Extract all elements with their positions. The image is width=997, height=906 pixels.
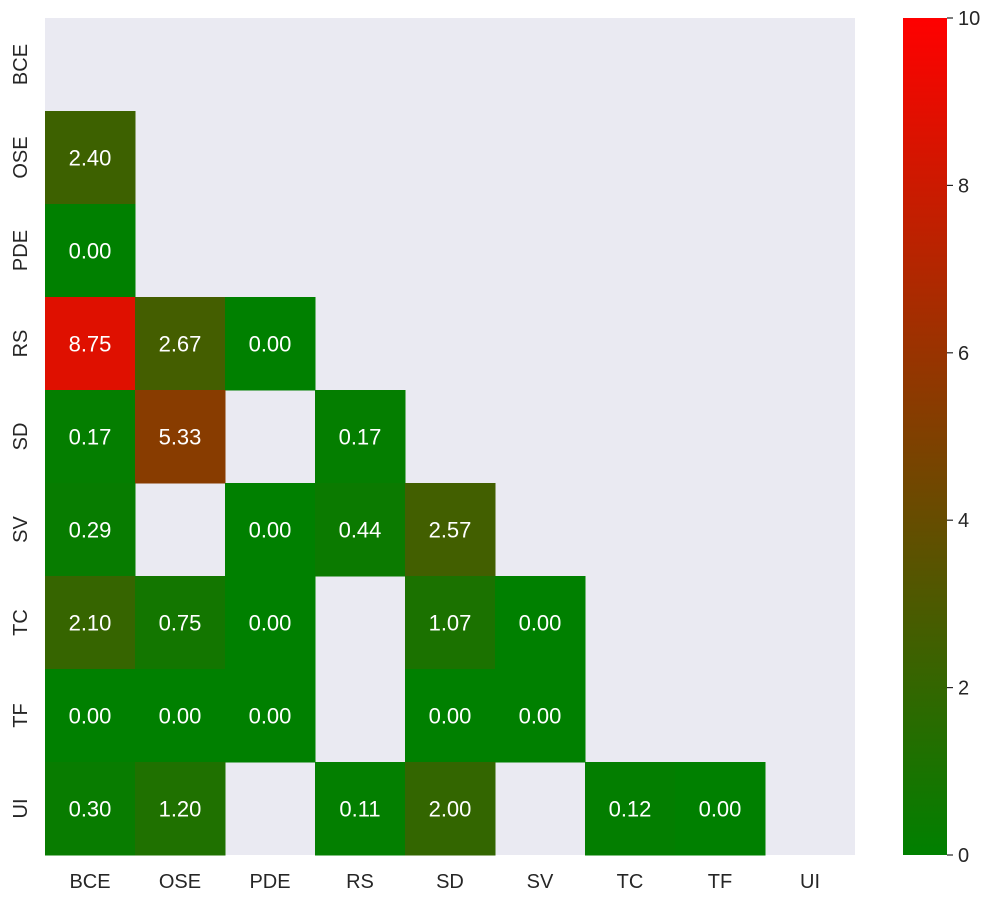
cell-annotation: 0.00 — [249, 332, 292, 357]
colorbar-tick-label: 2 — [958, 678, 969, 700]
cell-annotation: 0.29 — [69, 518, 112, 543]
heatmap-cell — [225, 483, 316, 577]
cell-annotation: 2.10 — [69, 611, 112, 636]
cell-annotation: 0.00 — [429, 704, 472, 729]
heatmap-cell — [675, 762, 766, 856]
heatmap-cell — [45, 390, 136, 484]
cell-annotation: 2.40 — [69, 146, 112, 171]
x-tick-label: OSE — [159, 871, 201, 893]
heatmap-cell — [135, 297, 226, 391]
x-tick-label: SV — [527, 871, 554, 893]
heatmap-cell — [225, 669, 316, 763]
heatmap-cell — [585, 762, 676, 856]
cell-annotation: 8.75 — [69, 332, 112, 357]
y-tick-label: SD — [10, 423, 32, 451]
cell-annotation: 5.33 — [159, 425, 202, 450]
x-tick-label: UI — [800, 871, 820, 893]
x-tick-label: TC — [617, 871, 644, 893]
heatmap-cell — [45, 483, 136, 577]
cell-annotation: 0.00 — [249, 704, 292, 729]
heatmap-cell — [135, 390, 226, 484]
heatmap-cell — [405, 669, 496, 763]
x-tick-label: RS — [346, 871, 374, 893]
y-tick-label: UI — [10, 799, 32, 819]
heatmap-cell — [45, 669, 136, 763]
x-tick-label: SD — [436, 871, 464, 893]
colorbar-tick-label: 4 — [958, 510, 969, 532]
heatmap-cell — [495, 669, 586, 763]
cell-annotation: 0.30 — [69, 797, 112, 822]
cell-annotation: 0.12 — [609, 797, 652, 822]
cell-annotation: 1.20 — [159, 797, 202, 822]
cell-annotation: 0.00 — [519, 611, 562, 636]
x-tick-label: BCE — [69, 871, 110, 893]
heatmap-cell — [135, 576, 226, 670]
y-tick-label: BCE — [10, 44, 32, 85]
heatmap-cell — [225, 297, 316, 391]
heatmap-cell — [225, 576, 316, 670]
cell-annotation: 0.00 — [699, 797, 742, 822]
cells: 2.40 0.00 8.75 2.67 0.00 0.17 5.33 0.17 0.29 0.00… — [45, 111, 766, 856]
cell-annotation: 0.00 — [519, 704, 562, 729]
cell-annotation: 0.00 — [159, 704, 202, 729]
heatmap-cell — [405, 762, 496, 856]
y-tick-label: RS — [10, 330, 32, 358]
x-tick-labels: BCE OSE PDE RS SD SV TC TF UI — [69, 871, 820, 893]
x-tick-label: TF — [708, 871, 732, 893]
heatmap-cell — [45, 762, 136, 856]
colorbar-ticks: 0 2 4 6 8 10 — [947, 8, 980, 867]
heatmap-cell — [45, 576, 136, 670]
colorbar-tick-label: 10 — [958, 8, 980, 30]
cell-annotation: 0.11 — [339, 797, 380, 822]
cell-annotation: 0.17 — [339, 425, 382, 450]
cell-annotation: 0.00 — [249, 611, 292, 636]
cell-annotation: 0.00 — [249, 518, 292, 543]
cell-annotation: 0.44 — [339, 518, 382, 543]
y-tick-label: SV — [10, 516, 32, 543]
cell-annotation: 2.00 — [429, 797, 472, 822]
y-tick-labels: BCE OSE PDE RS SD SV TC TF UI — [10, 44, 32, 819]
cell-annotation: 1.07 — [429, 611, 472, 636]
heatmap-cell — [315, 762, 406, 856]
heatmap-cell — [315, 483, 406, 577]
heatmap-cell — [405, 483, 496, 577]
y-tick-label: PDE — [10, 230, 32, 271]
x-tick-label: PDE — [249, 871, 290, 893]
colorbar-tick-label: 6 — [958, 343, 969, 365]
heatmap-cell — [45, 297, 136, 391]
y-tick-label: OSE — [10, 136, 32, 178]
heatmap-cell — [315, 390, 406, 484]
colorbar-tick-label: 0 — [958, 845, 969, 867]
heatmap-cell — [45, 204, 136, 298]
heatmap-cell — [45, 111, 136, 205]
y-tick-label: TF — [10, 703, 32, 727]
heatmap-cell — [495, 576, 586, 670]
heatmap-cell — [135, 669, 226, 763]
cell-annotation: 0.75 — [159, 611, 202, 636]
y-tick-label: TC — [10, 609, 32, 636]
cell-annotation: 2.67 — [159, 332, 202, 357]
colorbar-tick-label: 8 — [958, 175, 969, 197]
heatmap-cell — [405, 576, 496, 670]
cell-annotation: 0.00 — [69, 239, 112, 264]
colorbar — [903, 18, 947, 855]
cell-annotation: 2.57 — [429, 518, 472, 543]
cell-annotation: 0.00 — [69, 704, 112, 729]
cell-annotation: 0.17 — [69, 425, 112, 450]
heatmap-cell — [135, 762, 226, 856]
